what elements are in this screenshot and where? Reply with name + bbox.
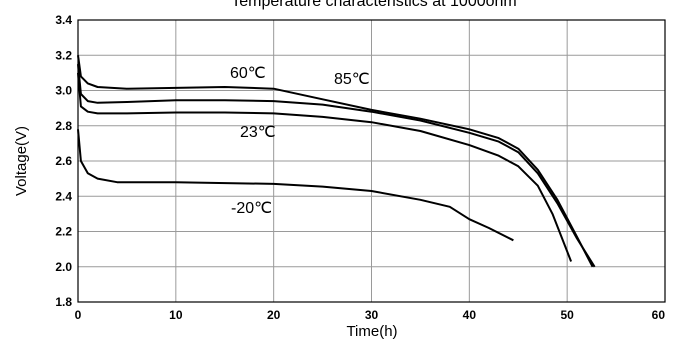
series-line-0 — [77, 55, 594, 268]
series-label-60c: 60℃ — [230, 65, 266, 82]
x-tick-label: 10 — [169, 308, 183, 322]
series-line-2 — [77, 72, 573, 262]
y-tick-label: 2.0 — [55, 260, 72, 274]
series-line-3 — [77, 129, 514, 242]
y-tick-label: 3.0 — [55, 84, 72, 98]
series-label-minus20c: -20℃ — [231, 200, 272, 217]
x-axis-label: Time(h) — [346, 323, 397, 340]
x-tick-label: 0 — [75, 308, 82, 322]
series-line-1 — [77, 64, 596, 268]
y-tick-label: 2.4 — [55, 189, 72, 203]
y-axis-label: Voltage(V) — [13, 126, 30, 196]
x-tick-label: 60 — [652, 308, 666, 322]
y-tick-labels: 1.8 2.0 2.2 2.4 2.6 2.8 3.0 3.2 3.4 — [55, 13, 72, 309]
series-label-23c: 23℃ — [240, 124, 276, 141]
x-tick-labels: 0 10 20 30 40 50 60 — [75, 308, 666, 322]
series-lines — [77, 55, 596, 268]
y-tick-label: 2.6 — [55, 154, 72, 168]
x-tick-label: 20 — [267, 308, 281, 322]
x-tick-label: 30 — [365, 308, 379, 322]
y-tick-label: 2.2 — [55, 225, 72, 239]
x-tick-label: 50 — [560, 308, 574, 322]
chart-title: Temperature characteristics at 1000ohm — [231, 0, 516, 10]
series-label-85c: 85℃ — [334, 71, 370, 88]
y-tick-label: 1.8 — [55, 295, 72, 309]
y-tick-label: 3.2 — [55, 48, 72, 62]
x-tick-label: 40 — [463, 308, 477, 322]
plot-frame — [77, 19, 666, 303]
grid — [77, 19, 666, 303]
y-tick-label: 2.8 — [55, 119, 72, 133]
y-tick-label: 3.4 — [55, 13, 72, 27]
